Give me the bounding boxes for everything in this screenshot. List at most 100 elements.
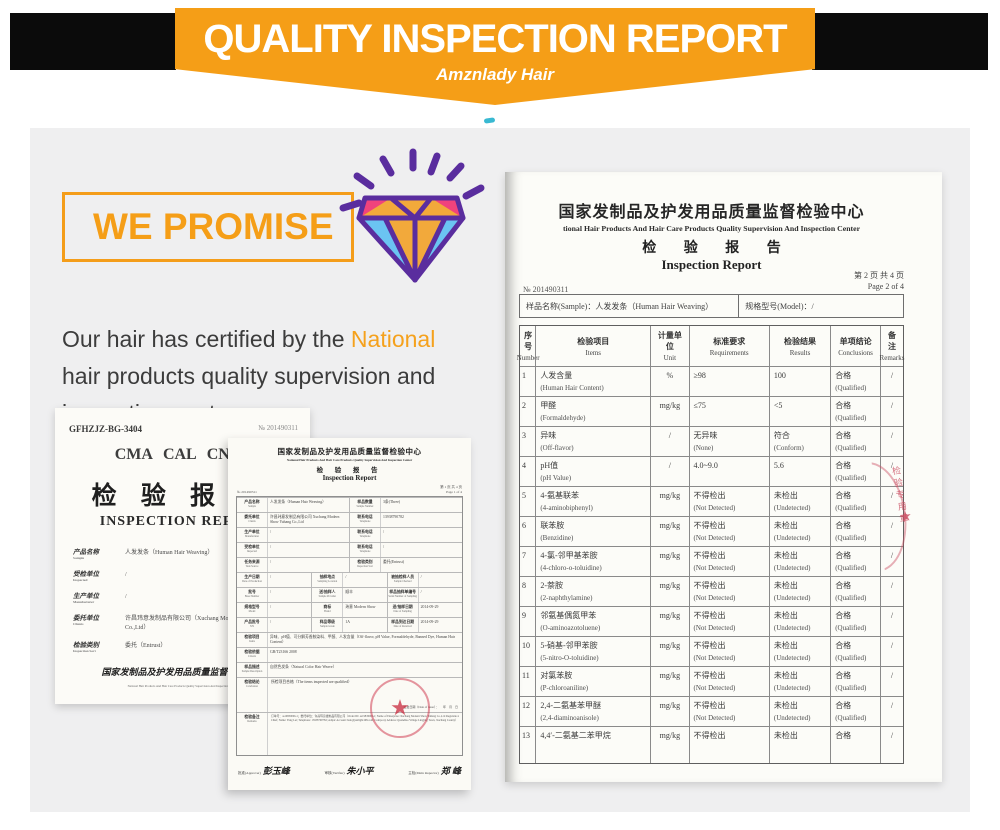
inspection-report-page1-document: 国家发制品及护发用品质量监督检验中心 National Hair Product… (228, 438, 471, 790)
p1-info-row: 规格型号 Model / 商标 Brand 玮意 Modern Show 送/抽样日… (237, 602, 462, 617)
certification-seal-icon: CAL (162, 446, 197, 463)
cell-requirement-cn: 不得检出 (693, 611, 726, 620)
cell-conclusion-en: (Qualified) (835, 384, 867, 392)
cell-result-en: (Undetected) (773, 684, 811, 692)
p1-info-row: 检验项目 Items 异味、pH值、可分解芳香胺染料、甲醛、人发含量（Off-fl… (237, 632, 462, 647)
p1-remarks-label-en: Remarks (247, 720, 257, 723)
p1-signature-label: 批准(Approver) (238, 771, 261, 775)
cell-number: 10 (522, 641, 530, 650)
p1-value: / (270, 530, 272, 534)
table-row: 12 2,4-二氨基苯甲醚 (2,4-diaminoanisole) mg/kg … (520, 696, 903, 726)
cell-remark: / (879, 427, 903, 456)
cell-result-cn: 100 (773, 371, 786, 380)
diamond-gem-svg (339, 148, 485, 283)
p2-report-number: № 201490311 (523, 285, 569, 294)
cell-requirement-en: (Not Detected) (693, 564, 736, 572)
p1-value: / (345, 575, 347, 579)
cell-number: 6 (522, 521, 526, 530)
teal-dash-decoration (483, 117, 496, 124)
cell-remark: / (879, 517, 903, 546)
cell-result-en: (Undetected) (773, 714, 811, 722)
p1-value: / (270, 575, 272, 579)
cell-item-cn: 2-萘胺 (540, 581, 563, 590)
table-row: 8 2-萘胺 (2-naphthylamine) mg/kg 不得检出 (Not D… (520, 576, 903, 606)
p1-info-row: 受检单位 Inspected / 联系电话 Telephone / (237, 542, 462, 557)
cell-item-en: (P-chloroaniline) (540, 684, 589, 692)
p1-title-en: Inspection Report (322, 474, 377, 482)
cell-result-cn: 符合 (773, 431, 790, 440)
p1-label-cn: 生产日期 (244, 575, 260, 579)
p1-label-cn: 送/抽样人 (319, 590, 336, 594)
p1-remarks-label-cn: 检验备注 (244, 715, 260, 719)
p1-label-cn: 抽样地点 (319, 575, 335, 579)
cell-requirement-cn: 不得检出 (693, 641, 726, 650)
cell-requirement-cn: 不得检出 (693, 581, 726, 590)
p1-label-en: Sample Grade (319, 625, 335, 628)
p2-page-en: Page 2 of 4 (867, 282, 904, 291)
cell-requirement-en: (None) (693, 444, 714, 452)
p1-label-en: Sample Provider (318, 595, 337, 598)
cover-title-en: INSPECTION REPORT (99, 514, 266, 529)
cell-requirement-cn: 不得检出 (693, 521, 726, 530)
ribbon-left-bar (10, 13, 176, 70)
cell-conclusion-cn: 合格 (835, 731, 852, 740)
p1-label-cn: 样品描述 (244, 665, 260, 669)
cell-number: 12 (522, 701, 530, 710)
p1-value: 委托(Entrust) (383, 560, 405, 564)
p1-label-en: Sample Number (356, 505, 374, 508)
p1-label-en: Sample (248, 505, 256, 508)
cell-conclusion-en: (Qualified) (835, 504, 867, 512)
cell-remark: / (879, 607, 903, 636)
cover-info-row: 产品名称 Sample 人发发条（Human Hair Weaving） (73, 546, 310, 560)
cell-unit: mg/kg (650, 637, 688, 666)
col-items-cn: 检验项目 (577, 336, 610, 346)
p1-label-en: Manufacturer (244, 535, 260, 538)
col-results-en: Results (789, 348, 811, 357)
col-number-cn: 序号 (524, 331, 533, 351)
cell-result-en: (Undetected) (773, 594, 811, 602)
p1-info-row: 检验依据 Criteria GB/T23166 2008 (237, 647, 462, 662)
cell-requirement-cn: 不得检出 (693, 731, 726, 740)
p1-label-en: Clients (248, 520, 256, 523)
report-code: GFHZJZ-BG-3404 (69, 424, 143, 434)
p1-label-en: Task Source (245, 565, 259, 568)
p1-info-row: 生产日期 Date of Production / 抽样地点 Sampling Lo… (237, 572, 462, 587)
cell-requirement-en: (Not Detected) (693, 534, 736, 542)
cell-remark: / (879, 637, 903, 666)
table-row: 10 5-硝基-邻甲苯胺 (5-nitro-O-toluidine) mg/kg … (520, 636, 903, 666)
p1-value: 许昌玮意发制品有限公司 Xuchang Modern Show Yuhang C… (270, 515, 340, 524)
cell-remark: / (879, 577, 903, 606)
cover-row-label-en: Manufacturer (73, 600, 95, 604)
cell-requirement-en: (Not Detected) (693, 624, 736, 632)
p1-value: / (270, 560, 272, 564)
cell-conclusion-cn: 合格 (835, 701, 852, 710)
p1-info-row: 批号 Base Number / 送/抽样人 Sample Provider 顺丰 … (237, 587, 462, 602)
cell-result-en: (Undetected) (773, 534, 811, 542)
p1-label-cn: 被抽检样人员 (391, 575, 415, 579)
cell-conclusion-en: (Qualified) (835, 474, 867, 482)
cell-item-en: (pH Value) (540, 474, 572, 482)
cover-info-row: 委托单位 Clients 许昌玮意发制品有限公司（Xuchang Modern S… (73, 612, 310, 631)
p2-org-en: tional Hair Products And Hair Care Produ… (562, 224, 861, 233)
cell-unit: % (650, 367, 688, 396)
p1-label-en: Inspected (247, 550, 257, 553)
p1-conclusion-label-en: Conclusion (246, 685, 258, 688)
p1-label-en: Inspection Sort (357, 565, 373, 568)
cell-unit: / (650, 427, 688, 456)
p1-label-cn: 任务来源 (244, 560, 260, 564)
p1-label-en: Date of Production (242, 580, 262, 583)
cell-requirement-en: (Not Detected) (693, 714, 736, 722)
p1-label-en: Model (248, 610, 256, 613)
cell-requirement-en: (Not Detected) (693, 684, 736, 692)
cell-conclusion-cn: 合格 (835, 371, 852, 380)
cell-conclusion-en: (Qualified) (835, 594, 867, 602)
col-conclusions-en: Conclusions (838, 348, 873, 357)
p1-label-cn: 联系电话 (357, 515, 373, 519)
cell-item-en: (Off-flavor) (540, 444, 574, 452)
cell-remark: / (879, 547, 903, 576)
cell-conclusion-en: (Qualified) (835, 714, 867, 722)
col-remarks-cn: 备注 (887, 331, 896, 351)
p1-label-en: Telephone (359, 520, 371, 523)
p1-value: 1A (345, 620, 350, 624)
cover-footer-en: National Hair Products And Hair Care Pro… (127, 684, 238, 688)
